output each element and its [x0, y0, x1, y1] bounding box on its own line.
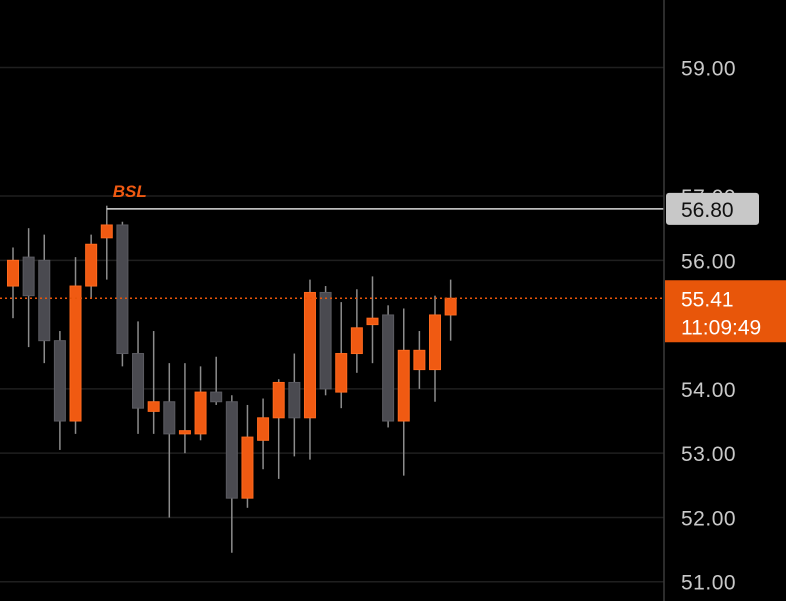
candle[interactable]: [132, 321, 145, 434]
candle-body-up: [7, 259, 19, 287]
last-price-value: 55.41: [681, 288, 734, 311]
candle-countdown: 11:09:49: [681, 316, 761, 339]
candle-body-down: [319, 291, 332, 390]
candle[interactable]: [225, 395, 238, 553]
candlestick-series[interactable]: [7, 205, 457, 553]
candle[interactable]: [319, 286, 332, 396]
candle-body-up: [194, 391, 207, 435]
candle-body-up: [257, 417, 270, 441]
candle-body-up: [335, 353, 348, 393]
candle-body-up: [366, 317, 379, 326]
candle[interactable]: [100, 205, 113, 280]
candle[interactable]: [116, 221, 129, 367]
candle-body-down: [116, 224, 129, 355]
candle-body-up: [413, 349, 426, 371]
price-tick-label: 52.00: [681, 507, 736, 530]
candle[interactable]: [413, 331, 426, 389]
candle-body-down: [38, 259, 51, 342]
candle[interactable]: [178, 363, 191, 454]
candle-body-down: [132, 353, 145, 409]
candle[interactable]: [69, 257, 82, 434]
candle[interactable]: [241, 404, 254, 508]
candle[interactable]: [335, 302, 348, 409]
price-tick-label: 59.00: [681, 57, 736, 80]
candle-body-up: [444, 297, 457, 316]
last-price-tag: 55.41 11:09:49: [665, 280, 786, 343]
candle-body-down: [163, 401, 176, 435]
chart-overlays: BSL: [0, 182, 664, 300]
candle[interactable]: [382, 305, 395, 428]
candle-body-up: [178, 430, 191, 435]
candle[interactable]: [53, 331, 66, 450]
candle-body-down: [210, 391, 223, 403]
candle-body-up: [85, 243, 98, 287]
candle[interactable]: [194, 366, 207, 441]
price-tick-label: 53.00: [681, 443, 736, 466]
bsl-price-tag: 56.80: [666, 192, 759, 225]
candle-body-down: [22, 256, 35, 297]
candle[interactable]: [163, 363, 176, 518]
candle[interactable]: [257, 398, 270, 470]
candle[interactable]: [429, 295, 442, 402]
price-tick-label: 56.00: [681, 250, 736, 273]
candle[interactable]: [147, 331, 160, 434]
candle[interactable]: [366, 276, 379, 364]
candle-body-up: [272, 381, 285, 419]
candle[interactable]: [350, 289, 363, 373]
candle[interactable]: [38, 234, 51, 364]
candle[interactable]: [272, 379, 285, 479]
candle-body-up: [241, 436, 254, 499]
candle[interactable]: [303, 279, 316, 460]
price-tick-label: 54.00: [681, 379, 736, 402]
candle-body-up: [100, 224, 113, 239]
bsl-level-label: BSL: [113, 182, 147, 201]
candle[interactable]: [288, 353, 301, 457]
bsl-price-tag-text: 56.80: [681, 199, 734, 222]
candle-body-up: [147, 401, 160, 412]
candle-body-down: [225, 401, 238, 499]
candle[interactable]: [397, 308, 410, 476]
candle[interactable]: [210, 356, 223, 405]
candle[interactable]: [7, 247, 19, 319]
candle-body-up: [397, 349, 410, 422]
candle-body-up: [303, 291, 316, 419]
candle-body-up: [69, 285, 82, 422]
price-axis-tags: 56.80 55.41 11:09:49: [665, 192, 786, 343]
candle-body-down: [288, 381, 301, 419]
candle-body-up: [350, 327, 363, 355]
candle-body-up: [429, 314, 442, 371]
candle[interactable]: [85, 234, 98, 299]
bsl-price-tag-bg: [666, 192, 759, 225]
last-price-tag-bg: [665, 280, 786, 343]
price-tick-label: 51.00: [681, 572, 736, 595]
candle-body-down: [53, 340, 66, 422]
candle-body-down: [382, 314, 395, 422]
candle[interactable]: [22, 228, 35, 348]
price-gridlines: [0, 66, 664, 583]
